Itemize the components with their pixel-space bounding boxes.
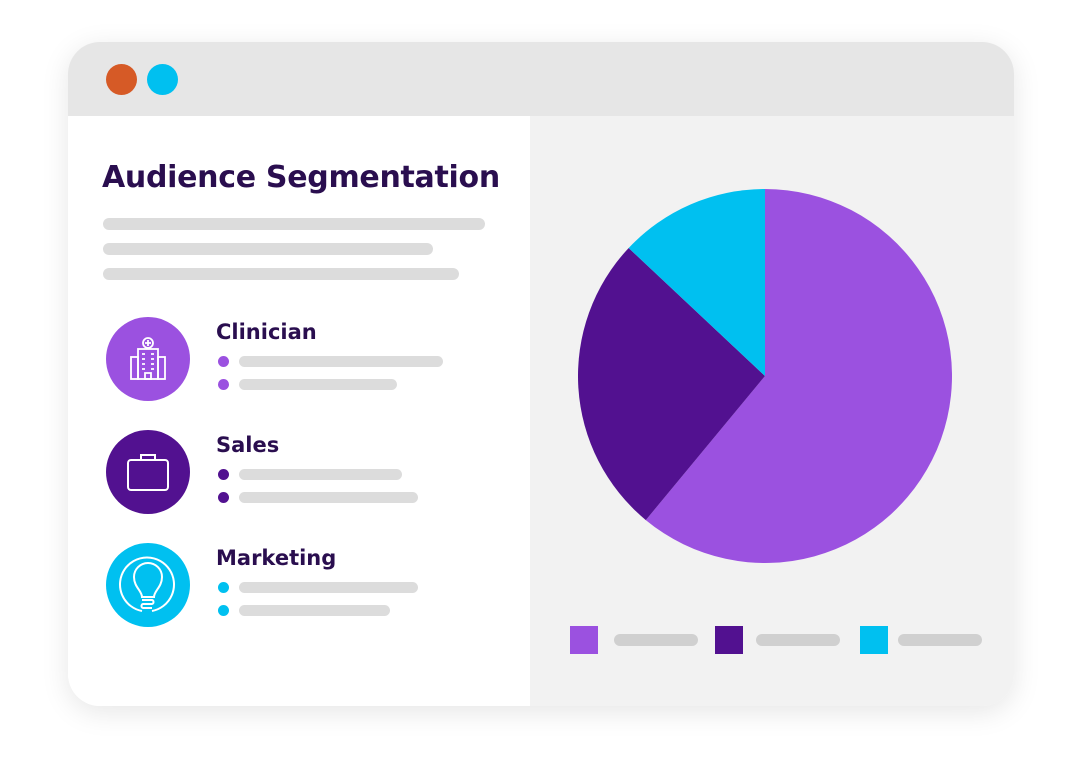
segment-marketing: Marketing <box>106 543 506 627</box>
legend-swatch <box>715 626 743 654</box>
text-placeholder <box>239 605 390 616</box>
chart-panel <box>530 116 1014 706</box>
pie-slice-0 <box>645 189 952 563</box>
text-placeholder <box>239 379 397 390</box>
bullet <box>218 379 229 390</box>
bullet <box>218 582 229 593</box>
text-placeholder <box>239 356 443 367</box>
hospital-icon <box>106 317 190 401</box>
segment-sales: Sales <box>106 430 506 514</box>
legend-label-placeholder <box>756 634 840 646</box>
text-placeholder <box>103 218 485 230</box>
page-title: Audience Segmentation <box>102 160 500 195</box>
app-window: Audience Segmentation Clinician <box>68 42 1014 706</box>
segment-label: Marketing <box>216 546 337 570</box>
segment-clinician: Clinician <box>106 317 506 401</box>
legend-swatch <box>860 626 888 654</box>
text-placeholder <box>239 582 418 593</box>
minimize-button[interactable] <box>147 64 178 95</box>
briefcase-icon <box>106 430 190 514</box>
close-button[interactable] <box>106 64 137 95</box>
segmentation-panel: Audience Segmentation Clinician <box>68 116 530 706</box>
segment-label: Sales <box>216 433 280 457</box>
pie-slice-1 <box>578 247 765 521</box>
title-bar <box>68 42 1014 116</box>
legend-label-placeholder <box>898 634 982 646</box>
bullet <box>218 492 229 503</box>
pie-slice-2 <box>628 189 765 376</box>
lightbulb-icon <box>106 543 190 627</box>
bullet <box>218 605 229 616</box>
legend-label-placeholder <box>614 634 698 646</box>
bullet <box>218 469 229 480</box>
text-placeholder <box>239 469 402 480</box>
pie-chart <box>578 189 952 563</box>
text-placeholder <box>103 243 433 255</box>
bullet <box>218 356 229 367</box>
segment-label: Clinician <box>216 320 317 344</box>
legend-swatch <box>570 626 598 654</box>
text-placeholder <box>103 268 459 280</box>
text-placeholder <box>239 492 418 503</box>
